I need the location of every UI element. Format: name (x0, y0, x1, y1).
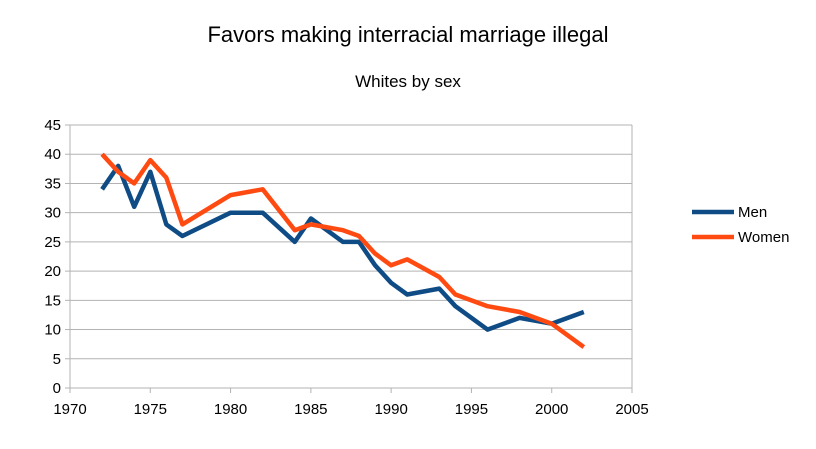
y-tick-label: 40 (44, 146, 61, 163)
chart-subtitle: Whites by sex (355, 72, 461, 91)
y-tick-label: 0 (53, 380, 61, 397)
x-tick-label: 1995 (455, 401, 488, 418)
x-tick-label: 2000 (535, 401, 568, 418)
chart-title: Favors making interracial marriage illeg… (207, 22, 609, 47)
y-tick-label: 35 (44, 175, 61, 192)
y-tick-label: 20 (44, 263, 61, 280)
x-tick-label: 2005 (615, 401, 648, 418)
y-tick-label: 15 (44, 292, 61, 309)
series-line-women (100, 152, 586, 349)
x-tick-label: 1975 (134, 401, 167, 418)
y-tick-label: 10 (44, 322, 61, 339)
x-tick-label: 1980 (214, 401, 247, 418)
y-tick-label: 25 (44, 234, 61, 251)
legend-label-women: Women (738, 229, 789, 246)
y-tick-label: 30 (44, 205, 61, 222)
x-tick-label: 1970 (53, 401, 86, 418)
legend-label-men: Men (738, 204, 767, 221)
series-line-men (100, 163, 585, 332)
x-tick-label: 1990 (374, 401, 407, 418)
y-tick-label: 5 (53, 351, 61, 368)
x-tick-label: 1985 (294, 401, 327, 418)
y-tick-label: 45 (44, 117, 61, 134)
